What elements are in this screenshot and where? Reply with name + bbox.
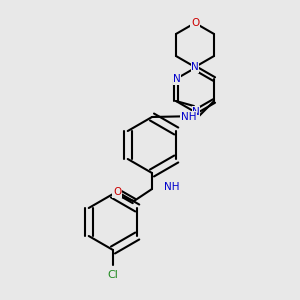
Text: N: N bbox=[173, 74, 181, 84]
Text: O: O bbox=[191, 18, 199, 28]
Text: N: N bbox=[192, 107, 200, 117]
Text: O: O bbox=[113, 187, 121, 197]
Text: NH: NH bbox=[181, 112, 196, 122]
Text: N: N bbox=[191, 62, 199, 72]
Text: NH: NH bbox=[164, 182, 179, 192]
Text: Cl: Cl bbox=[108, 270, 118, 280]
